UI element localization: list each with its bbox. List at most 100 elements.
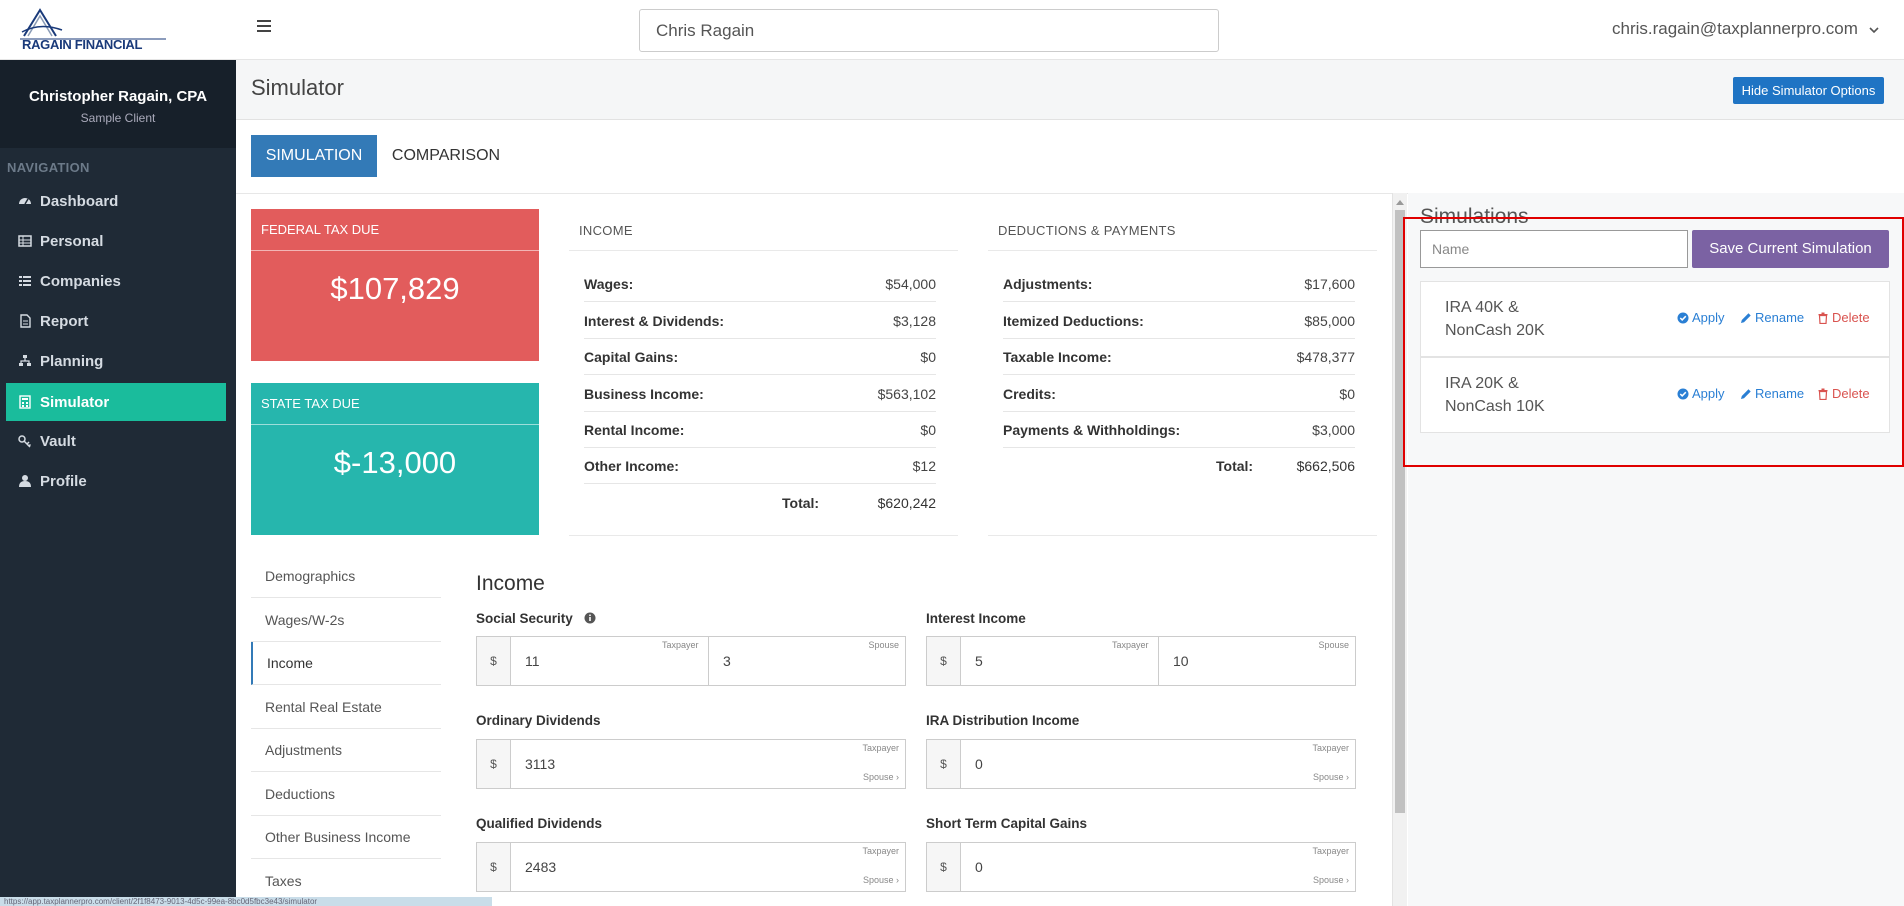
key-icon [18, 435, 32, 448]
subnav-other-business-income[interactable]: Other Business Income [251, 816, 441, 859]
document-icon [20, 314, 31, 328]
sidebar-item-vault[interactable]: Vault [6, 422, 226, 460]
tabs-divider [236, 193, 1904, 194]
spouse-toggle-link[interactable]: Spouse › [1312, 772, 1349, 782]
sidebar-item-personal[interactable]: Personal [6, 222, 226, 260]
delete-label: Delete [1832, 386, 1870, 401]
income-total-label: Total: [782, 495, 820, 511]
ordinary-dividends-input-group: $ 3113 Taxpayer Spouse › [476, 739, 906, 789]
deductions-summary-divider [988, 250, 1377, 251]
deduction-label: Adjustments: [1003, 276, 1093, 292]
client-search-input[interactable]: Chris Ragain [639, 9, 1219, 52]
sidebar-item-report[interactable]: Report [6, 302, 226, 340]
rename-simulation-button[interactable]: Rename [1740, 386, 1804, 401]
income-row: Interest & Dividends: $3,128 [584, 303, 936, 339]
short-term-gains-input[interactable]: 0 [975, 859, 983, 875]
sidebar-item-profile[interactable]: Profile [6, 462, 226, 500]
subnav-taxes[interactable]: Taxes [265, 873, 302, 889]
federal-tax-label: FEDERAL TAX DUE [251, 209, 539, 251]
chevron-down-icon[interactable] [1868, 24, 1880, 36]
profile-name: Christopher Ragain, CPA [28, 88, 208, 105]
social-security-spouse-input[interactable]: 3 [723, 653, 731, 669]
spouse-tag: Spouse [868, 640, 899, 650]
subnav-rental-real-estate[interactable]: Rental Real Estate [251, 686, 441, 729]
federal-tax-card: FEDERAL TAX DUE $107,829 [251, 209, 539, 361]
ordinary-dividends-input[interactable]: 3113 [525, 756, 556, 772]
income-label: Rental Income: [584, 422, 685, 438]
deduction-row: Taxable Income: $478,377 [1003, 339, 1355, 375]
qualified-dividends-label: Qualified Dividends [476, 816, 603, 831]
income-value: $12 [912, 458, 936, 474]
page-header [236, 60, 1904, 120]
simulation-item: IRA 40K & NonCash 20K Apply Rename Delet… [1420, 281, 1890, 357]
income-section-title: Income [476, 572, 545, 595]
deduction-label: Itemized Deductions: [1003, 313, 1144, 329]
scroll-up-arrow-icon[interactable] [1395, 198, 1405, 206]
income-total-row: Total: $620,242 [584, 485, 936, 521]
scrollbar-thumb[interactable] [1395, 210, 1405, 813]
apply-simulation-button[interactable]: Apply [1677, 386, 1725, 401]
deductions-summary-heading: DEDUCTIONS & PAYMENTS [998, 223, 1176, 238]
income-label: Wages: [584, 276, 634, 292]
qualified-dividends-input[interactable]: 2483 [525, 859, 557, 875]
income-summary-bottom [569, 535, 958, 536]
ira-distribution-input[interactable]: 0 [975, 756, 983, 772]
deductions-total-row: Total: $662,506 [1003, 448, 1355, 484]
income-row: Business Income: $563,102 [584, 376, 936, 412]
subnav-income[interactable]: Income [251, 642, 441, 685]
spouse-toggle-link[interactable]: Spouse › [1312, 875, 1349, 885]
social-security-input-group: $ 11 Taxpayer 3 Spouse [476, 636, 906, 686]
rename-simulation-button[interactable]: Rename [1740, 310, 1804, 325]
income-row: Other Income: $12 [584, 448, 936, 484]
sidebar-item-dashboard[interactable]: Dashboard [6, 182, 226, 220]
short-term-gains-input-group: $ 0 Taxpayer Spouse › [926, 842, 1356, 892]
apply-label: Apply [1692, 310, 1725, 325]
sidebar-item-simulator[interactable]: Simulator [6, 383, 226, 421]
spouse-toggle-link[interactable]: Spouse › [862, 875, 899, 885]
income-value: $0 [920, 349, 936, 365]
simulation-name: IRA 40K & NonCash 20K [1445, 299, 1545, 339]
rename-label: Rename [1755, 386, 1805, 401]
sidebar-item-companies[interactable]: Companies [6, 262, 226, 300]
subnav-deductions[interactable]: Deductions [251, 773, 441, 816]
currency-addon: $ [477, 637, 511, 685]
subnav-demographics[interactable]: Demographics [251, 555, 441, 598]
company-logo[interactable] [18, 8, 168, 50]
sidebar-item-planning[interactable]: Planning [6, 342, 226, 380]
deduction-row: Payments & Withholdings: $3,000 [1003, 412, 1355, 448]
field-divider [708, 637, 709, 685]
simulation-name-input[interactable]: Name [1420, 230, 1688, 268]
income-summary-divider [569, 250, 958, 251]
menu-icon[interactable] [256, 18, 276, 40]
sidebar-item-label: Personal [40, 232, 104, 250]
deduction-value: $85,000 [1304, 313, 1355, 329]
deduction-value: $3,000 [1312, 422, 1355, 438]
user-menu[interactable]: chris.ragain@taxplannerpro.com [1612, 19, 1858, 38]
income-value: $54,000 [885, 276, 936, 292]
subnav-wages[interactable]: Wages/W-2s [251, 599, 441, 642]
currency-addon: $ [927, 843, 961, 891]
save-simulation-button[interactable]: Save Current Simulation [1692, 230, 1889, 268]
dashboard-icon [19, 198, 31, 205]
subnav-adjustments[interactable]: Adjustments [251, 729, 441, 772]
interest-income-label: Interest Income [926, 611, 1026, 626]
simulation-item: IRA 20K & NonCash 10K Apply Rename Delet… [1420, 357, 1890, 433]
spouse-toggle-link[interactable]: Spouse › [862, 772, 899, 782]
interest-income-spouse-input[interactable]: 10 [1173, 653, 1189, 669]
taxpayer-tag: Taxpayer [862, 846, 899, 856]
deduction-row: Credits: $0 [1003, 376, 1355, 412]
user-icon [19, 475, 31, 487]
deduction-label: Taxable Income: [1003, 349, 1112, 365]
info-icon[interactable] [584, 612, 596, 624]
highlight-box [1403, 217, 1904, 467]
interest-income-taxpayer-input[interactable]: 5 [975, 653, 983, 669]
hide-simulator-options-button[interactable]: Hide Simulator Options [1733, 77, 1884, 104]
delete-simulation-button[interactable]: Delete [1817, 310, 1870, 325]
deduction-row: Itemized Deductions: $85,000 [1003, 303, 1355, 339]
delete-simulation-button[interactable]: Delete [1817, 386, 1870, 401]
apply-simulation-button[interactable]: Apply [1677, 310, 1725, 325]
tab-comparison[interactable]: COMPARISON [391, 147, 501, 164]
trash-icon [1818, 312, 1828, 324]
tab-simulation[interactable]: SIMULATION [251, 135, 377, 177]
social-security-taxpayer-input[interactable]: 11 [525, 653, 540, 669]
